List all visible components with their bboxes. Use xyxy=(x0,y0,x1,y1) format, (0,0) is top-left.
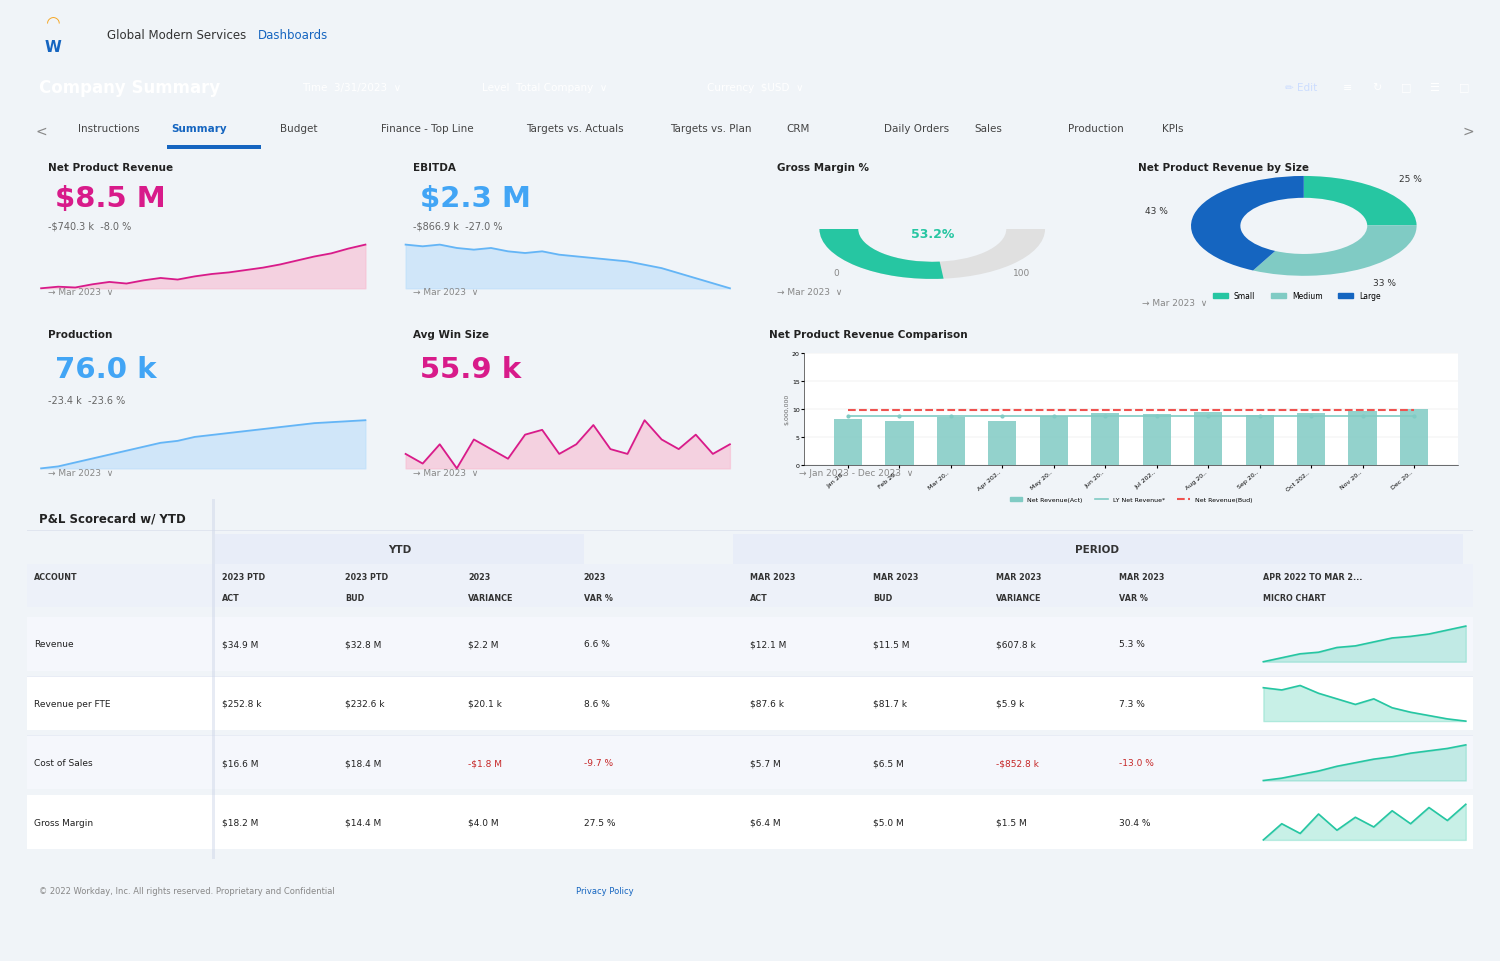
Text: MAR 2023: MAR 2023 xyxy=(1119,573,1164,581)
Text: → Mar 2023  ∨: → Mar 2023 ∨ xyxy=(413,468,478,478)
Bar xyxy=(1090,414,1119,465)
Text: CRM: CRM xyxy=(786,124,810,134)
Text: $12.1 M: $12.1 M xyxy=(750,640,786,649)
Text: Budget: Budget xyxy=(280,124,318,134)
Text: -$852.8 k: -$852.8 k xyxy=(996,758,1038,768)
Text: BUD: BUD xyxy=(345,594,364,603)
Text: Instructions: Instructions xyxy=(78,124,140,134)
Text: 2023: 2023 xyxy=(468,573,490,581)
Text: VARIANCE: VARIANCE xyxy=(996,594,1041,603)
Text: 2023: 2023 xyxy=(584,573,606,581)
Text: $232.6 k: $232.6 k xyxy=(345,699,384,708)
Text: ACT: ACT xyxy=(750,594,768,603)
Bar xyxy=(1040,416,1068,465)
Text: $5.0 M: $5.0 M xyxy=(873,818,903,826)
Text: $6.5 M: $6.5 M xyxy=(873,758,903,768)
Text: Dashboards: Dashboards xyxy=(258,29,328,41)
Text: $16.6 M: $16.6 M xyxy=(222,758,258,768)
Bar xyxy=(885,422,914,465)
Text: $87.6 k: $87.6 k xyxy=(750,699,784,708)
Text: P&L Scorecard w/ YTD: P&L Scorecard w/ YTD xyxy=(39,512,186,525)
Text: -$866.9 k  -27.0 %: -$866.9 k -27.0 % xyxy=(413,222,503,232)
Text: Avg Win Size: Avg Win Size xyxy=(413,330,489,339)
Text: Finance - Top Line: Finance - Top Line xyxy=(381,124,474,134)
Text: $2.2 M: $2.2 M xyxy=(468,640,498,649)
Text: 53.2%: 53.2% xyxy=(910,228,954,241)
Text: Net Product Revenue: Net Product Revenue xyxy=(48,162,174,173)
Text: $11.5 M: $11.5 M xyxy=(873,640,909,649)
Text: → Mar 2023  ∨: → Mar 2023 ∨ xyxy=(48,468,114,478)
Legend: Net Revenue(Act), LY Net Revenue*, Net Revenue(Bud): Net Revenue(Act), LY Net Revenue*, Net R… xyxy=(1008,495,1254,505)
Bar xyxy=(732,534,1462,564)
Text: -13.0 %: -13.0 % xyxy=(1119,758,1154,768)
Bar xyxy=(936,418,964,465)
Bar xyxy=(988,421,1017,465)
Wedge shape xyxy=(1191,177,1304,271)
Text: -$740.3 k  -8.0 %: -$740.3 k -8.0 % xyxy=(48,222,132,232)
Text: Targets vs. Plan: Targets vs. Plan xyxy=(670,124,752,134)
Text: ACT: ACT xyxy=(222,594,240,603)
Text: VARIANCE: VARIANCE xyxy=(468,594,513,603)
Text: Time  3/31/2023  ∨: Time 3/31/2023 ∨ xyxy=(302,83,400,92)
Text: APR 2022 TO MAR 2...: APR 2022 TO MAR 2... xyxy=(1263,573,1362,581)
Text: ACCOUNT: ACCOUNT xyxy=(34,573,78,581)
Text: $32.8 M: $32.8 M xyxy=(345,640,381,649)
Text: MAR 2023: MAR 2023 xyxy=(750,573,795,581)
Text: Summary: Summary xyxy=(171,124,226,134)
Text: $2.3 M: $2.3 M xyxy=(420,185,531,212)
Bar xyxy=(27,618,1473,671)
Text: -9.7 %: -9.7 % xyxy=(584,758,614,768)
Bar xyxy=(27,677,1473,730)
Text: 7.3 %: 7.3 % xyxy=(1119,699,1144,708)
Text: Level  Total Company  ∨: Level Total Company ∨ xyxy=(483,83,608,92)
Text: Cost of Sales: Cost of Sales xyxy=(34,758,93,768)
Text: 100: 100 xyxy=(1014,269,1031,278)
Text: → Mar 2023  ∨: → Mar 2023 ∨ xyxy=(777,287,843,297)
Text: © 2022 Workday, Inc. All rights reserved. Proprietary and Confidential: © 2022 Workday, Inc. All rights reserved… xyxy=(39,886,334,895)
Text: Company Summary: Company Summary xyxy=(39,79,220,97)
Text: $14.4 M: $14.4 M xyxy=(345,818,381,826)
Bar xyxy=(27,530,1473,531)
Text: $4.0 M: $4.0 M xyxy=(468,818,498,826)
Text: $34.9 M: $34.9 M xyxy=(222,640,258,649)
Text: ◠: ◠ xyxy=(46,14,60,32)
Legend: Small, Medium, Large: Small, Medium, Large xyxy=(1209,288,1384,304)
Text: Currency  $USD  ∨: Currency $USD ∨ xyxy=(706,83,803,92)
Text: Revenue: Revenue xyxy=(34,640,74,649)
Bar xyxy=(1348,411,1377,465)
Text: 33 %: 33 % xyxy=(1372,279,1396,288)
Text: $81.7 k: $81.7 k xyxy=(873,699,907,708)
Text: ☰: ☰ xyxy=(1430,83,1440,92)
Text: $5.7 M: $5.7 M xyxy=(750,758,780,768)
Text: $8.5 M: $8.5 M xyxy=(56,185,166,212)
Text: YTD: YTD xyxy=(388,545,411,554)
Text: ↻: ↻ xyxy=(1372,83,1382,92)
Bar xyxy=(1143,415,1172,465)
Text: ≡: ≡ xyxy=(1342,83,1352,92)
Text: 6.6 %: 6.6 % xyxy=(584,640,609,649)
Text: VAR %: VAR % xyxy=(1119,594,1148,603)
Bar xyxy=(27,796,1473,849)
Text: KPIs: KPIs xyxy=(1162,124,1184,134)
Text: MAR 2023: MAR 2023 xyxy=(873,573,918,581)
Text: 55.9 k: 55.9 k xyxy=(420,356,520,383)
Text: EBITDA: EBITDA xyxy=(413,162,456,173)
Text: → Mar 2023  ∨: → Mar 2023 ∨ xyxy=(1142,299,1208,308)
Text: Production: Production xyxy=(48,330,112,339)
Bar xyxy=(1194,412,1222,465)
Text: □: □ xyxy=(1458,83,1468,92)
Wedge shape xyxy=(819,230,944,280)
Text: $607.8 k: $607.8 k xyxy=(996,640,1035,649)
Text: → Jan 2023 - Dec 2023  ∨: → Jan 2023 - Dec 2023 ∨ xyxy=(800,468,913,478)
Text: Gross Margin %: Gross Margin % xyxy=(777,162,868,173)
Text: $6.4 M: $6.4 M xyxy=(750,818,780,826)
Text: Targets vs. Actuals: Targets vs. Actuals xyxy=(526,124,624,134)
Text: MICRO CHART: MICRO CHART xyxy=(1263,594,1326,603)
Text: ✏ Edit: ✏ Edit xyxy=(1286,83,1317,92)
Text: W: W xyxy=(45,39,62,55)
Bar xyxy=(1298,413,1326,465)
Text: 5.3 %: 5.3 % xyxy=(1119,640,1144,649)
Bar xyxy=(214,534,584,564)
Text: $18.4 M: $18.4 M xyxy=(345,758,381,768)
